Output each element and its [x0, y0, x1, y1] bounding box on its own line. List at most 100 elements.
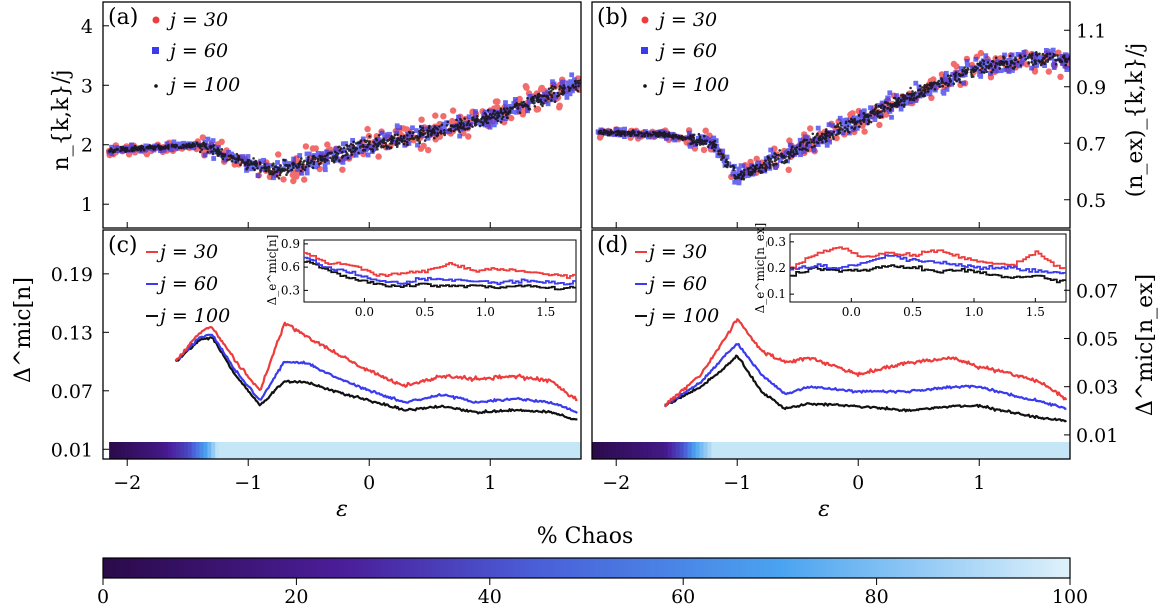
- chaos-bar-segment: [466, 442, 472, 459]
- scatter-point: [608, 132, 612, 136]
- scatter-point: [304, 151, 310, 157]
- chaos-bar-segment: [238, 442, 244, 459]
- scatter-point: [271, 175, 276, 181]
- scatter-point: [253, 168, 256, 172]
- scatter-point: [994, 62, 998, 65]
- scatter-point: [700, 139, 703, 142]
- scatter-point: [768, 166, 772, 169]
- scatter-point: [862, 116, 866, 119]
- chaos-bar-segment: [843, 442, 848, 459]
- scatter-point: [767, 156, 771, 159]
- scatter-point: [861, 108, 867, 114]
- scatter-point: [272, 162, 275, 165]
- scatter-point: [424, 135, 428, 139]
- scatter-point: [674, 133, 678, 137]
- scatter-point: [221, 153, 224, 157]
- scatter-point: [245, 154, 251, 159]
- scatter-point: [808, 141, 812, 144]
- chaos-bar-segment: [715, 442, 721, 459]
- scatter-point: [309, 145, 317, 152]
- scatter-point: [882, 105, 886, 108]
- scatter-point: [1035, 53, 1038, 56]
- scatter-point: [993, 68, 998, 74]
- scatter-point: [263, 165, 267, 169]
- scatter-point: [937, 79, 940, 83]
- scatter-point: [503, 116, 509, 121]
- scatter-point: [212, 147, 216, 151]
- chaos-bar-segment: [349, 442, 354, 459]
- scatter-point: [246, 158, 250, 162]
- chaos-bar-segment: [687, 442, 693, 459]
- scatter-point: [347, 144, 351, 148]
- scatter-point: [918, 84, 922, 88]
- scatter-point: [698, 135, 702, 139]
- chaos-bar-segment: [954, 442, 960, 459]
- scatter-point: [994, 59, 1000, 65]
- scatter-point: [364, 140, 368, 144]
- scatter-point: [492, 98, 500, 105]
- ytick-label: 2: [81, 135, 93, 157]
- scatter-point: [449, 129, 453, 133]
- scatter-point: [627, 131, 631, 135]
- scatter-point: [1045, 68, 1053, 75]
- scatter-point: [1008, 54, 1012, 58]
- scatter-point: [771, 155, 774, 158]
- scatter-point: [533, 105, 537, 108]
- scatter-point: [522, 83, 529, 90]
- chaos-bar-segment: [120, 442, 126, 459]
- scatter-point: [215, 151, 218, 155]
- scatter-point: [653, 131, 657, 135]
- chaos-bar-segment: [490, 442, 495, 459]
- scatter-point: [471, 116, 475, 119]
- scatter-point: [485, 121, 489, 124]
- chaos-bar-segment: [191, 442, 197, 459]
- scatter-point: [913, 98, 919, 103]
- scatter-point: [899, 98, 903, 102]
- chaos-bar-segment: [918, 442, 924, 459]
- scatter-point: [1009, 60, 1013, 63]
- scatter-point: [298, 163, 303, 169]
- scatter-point: [770, 160, 774, 164]
- scatter-point: [427, 126, 431, 130]
- chaos-bar-segment: [986, 442, 991, 459]
- scatter-point: [379, 130, 385, 136]
- scatter-point: [312, 154, 316, 158]
- scatter-point: [424, 132, 427, 135]
- scatter-point: [343, 141, 349, 146]
- panel-a-label: (a): [108, 5, 138, 30]
- scatter-point: [1062, 52, 1068, 58]
- scatter-point: [486, 115, 490, 118]
- scatter-point: [551, 88, 555, 91]
- inset-xtick-label: 0.0: [842, 305, 861, 319]
- scatter-point: [553, 94, 559, 100]
- scatter-point: [961, 68, 964, 72]
- scatter-point: [322, 163, 328, 168]
- scatter-point: [793, 147, 797, 151]
- scatter-point: [743, 173, 748, 178]
- chaos-bar-segment: [136, 442, 142, 459]
- scatter-point: [520, 104, 524, 107]
- chaos-bar-segment: [254, 442, 260, 459]
- chaos-bar-segment: [970, 442, 975, 459]
- scatter-point: [217, 153, 220, 156]
- scatter-point: [369, 147, 372, 151]
- scatter-point: [359, 139, 363, 143]
- scatter-point: [983, 68, 987, 71]
- scatter-point: [705, 139, 709, 142]
- scatter-point: [522, 100, 525, 104]
- scatter-point: [255, 162, 259, 165]
- scatter-point: [382, 136, 388, 141]
- panel-d-line-j60: [663, 343, 1067, 410]
- scatter-point: [501, 115, 505, 118]
- scatter-point: [279, 171, 282, 175]
- ytick-label: 1.1: [1076, 20, 1106, 42]
- scatter-point: [354, 142, 358, 145]
- scatter-point: [910, 92, 914, 96]
- scatter-point: [901, 95, 905, 98]
- scatter-point: [157, 146, 161, 150]
- scatter-point: [1050, 47, 1056, 53]
- scatter-point: [326, 152, 330, 155]
- chaos-bar-segment: [250, 442, 256, 459]
- scatter-point: [763, 156, 769, 162]
- chaos-bar-segment: [258, 442, 263, 459]
